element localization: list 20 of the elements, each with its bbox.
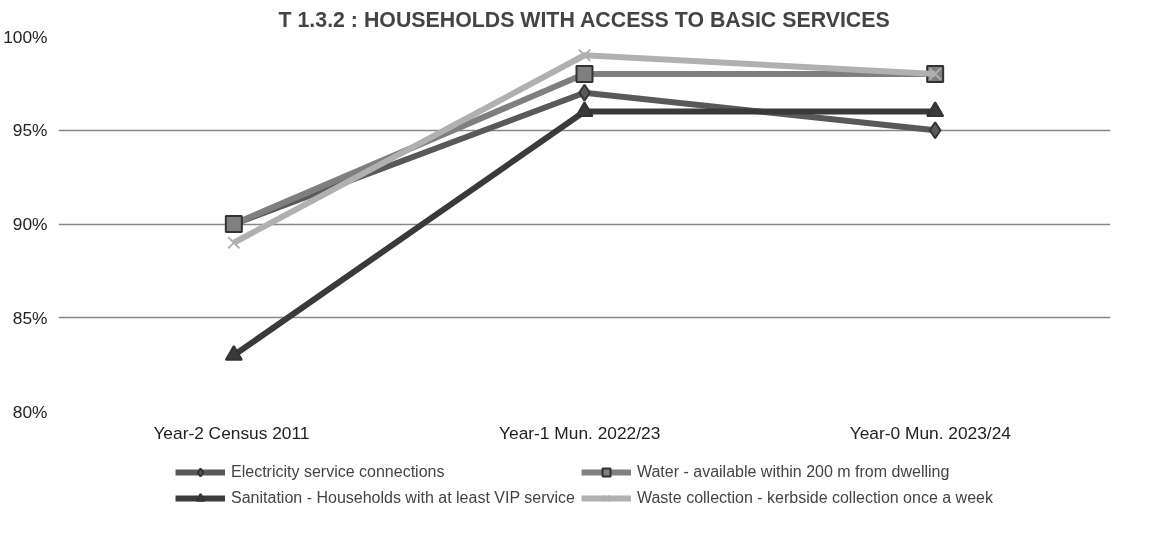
point [227,236,241,250]
y-tick-label: 100% [3,26,48,47]
legend-label: Waste collection - kerbside collection once a week [636,489,993,507]
point [224,345,243,361]
point [928,121,942,140]
point [575,65,594,83]
x-tick-label: Year-2 Census 2011 [153,422,310,443]
y-tick-label: 85% [12,307,48,328]
chart-title: T 1.3.2 : HOUSEHOLDS WITH ACCESS TO BASIC SERVICES [278,7,890,32]
y-tick-label: 90% [12,214,48,234]
y-tick-label: 95% [12,120,48,141]
legend-label: Sanitation - Households with at least VIP service [231,489,575,507]
y-tick-label: 80% [12,401,48,422]
point [577,48,592,62]
x-tick-label: Year-1 Mun. 2022/23 [499,422,661,443]
x-tick-label: Year-0 Mun. 2023/24 [849,422,1012,443]
point [575,101,594,118]
legend-label: Electricity service connections [231,463,445,481]
point [926,101,945,118]
legend-label: Water - available within 200 m from dwelling [636,463,950,481]
